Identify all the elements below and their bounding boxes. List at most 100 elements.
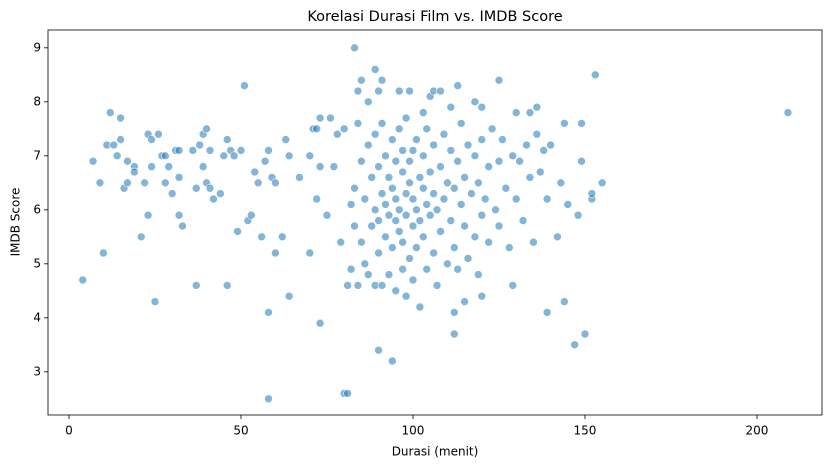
- point: [525, 108, 535, 117]
- point: [470, 232, 480, 242]
- point: [360, 259, 370, 269]
- point: [401, 189, 411, 198]
- point: [346, 200, 356, 209]
- y-axis-label: IMDB Score: [9, 188, 23, 257]
- point: [453, 264, 463, 274]
- point: [388, 243, 397, 252]
- point: [429, 248, 438, 258]
- point: [391, 194, 401, 204]
- point: [161, 151, 170, 161]
- point: [477, 291, 487, 301]
- point: [432, 281, 442, 290]
- point: [381, 151, 390, 161]
- point: [398, 264, 407, 274]
- point: [467, 189, 476, 198]
- x-tick-label: 200: [746, 424, 769, 438]
- y-tick-label: 5: [33, 256, 41, 270]
- point: [370, 65, 380, 74]
- point: [405, 156, 414, 166]
- point: [470, 151, 480, 161]
- point: [449, 329, 459, 339]
- point: [205, 146, 215, 155]
- point: [394, 124, 404, 134]
- point: [415, 302, 425, 312]
- point: [419, 232, 428, 242]
- point: [240, 81, 249, 90]
- point: [357, 75, 366, 85]
- point: [477, 135, 487, 144]
- point: [419, 151, 428, 161]
- point: [401, 291, 411, 301]
- point: [360, 194, 370, 204]
- point: [178, 221, 187, 231]
- point: [174, 146, 184, 155]
- point: [463, 254, 473, 263]
- point: [236, 146, 246, 155]
- point: [453, 81, 463, 90]
- point: [498, 135, 507, 144]
- point: [95, 178, 105, 188]
- point: [529, 237, 538, 247]
- point: [233, 227, 242, 236]
- point: [539, 146, 549, 155]
- point: [522, 140, 531, 150]
- point: [167, 189, 177, 198]
- point: [188, 146, 198, 155]
- point: [363, 270, 373, 279]
- point: [577, 156, 586, 166]
- point: [216, 189, 225, 198]
- point: [477, 210, 487, 220]
- point: [783, 108, 793, 117]
- point: [140, 178, 149, 188]
- point: [381, 232, 390, 242]
- point: [460, 297, 469, 306]
- point: [449, 308, 459, 317]
- point: [436, 162, 445, 171]
- point: [408, 221, 418, 231]
- point: [419, 108, 428, 117]
- point: [253, 178, 263, 188]
- point: [439, 129, 449, 139]
- point: [429, 140, 438, 150]
- point: [525, 173, 535, 182]
- point: [401, 210, 411, 220]
- point: [377, 281, 387, 290]
- point: [377, 119, 387, 128]
- point: [195, 140, 205, 150]
- point: [350, 183, 359, 193]
- point: [388, 135, 397, 144]
- point: [484, 237, 493, 247]
- point: [494, 221, 504, 231]
- point: [494, 156, 504, 166]
- point: [147, 162, 156, 171]
- y-tick-label: 9: [33, 40, 41, 54]
- point: [377, 75, 387, 85]
- x-tick-label: 0: [65, 424, 73, 438]
- point: [105, 108, 115, 117]
- point: [161, 178, 170, 188]
- point: [535, 167, 545, 177]
- point: [508, 151, 518, 161]
- point: [508, 281, 518, 290]
- point: [370, 129, 380, 139]
- point: [563, 200, 573, 209]
- point: [477, 102, 487, 112]
- point: [456, 200, 466, 209]
- y-tick-label: 3: [33, 364, 41, 378]
- point: [398, 237, 407, 247]
- point: [284, 151, 294, 161]
- point: [532, 102, 542, 112]
- point: [123, 156, 132, 166]
- point: [315, 113, 325, 123]
- point: [415, 173, 425, 182]
- point: [484, 162, 493, 171]
- point: [580, 329, 590, 339]
- point: [116, 113, 125, 123]
- point: [370, 205, 380, 215]
- plot-frame: [47, 29, 823, 416]
- point: [78, 275, 88, 285]
- point: [147, 135, 156, 144]
- point: [429, 189, 438, 198]
- point: [422, 264, 432, 274]
